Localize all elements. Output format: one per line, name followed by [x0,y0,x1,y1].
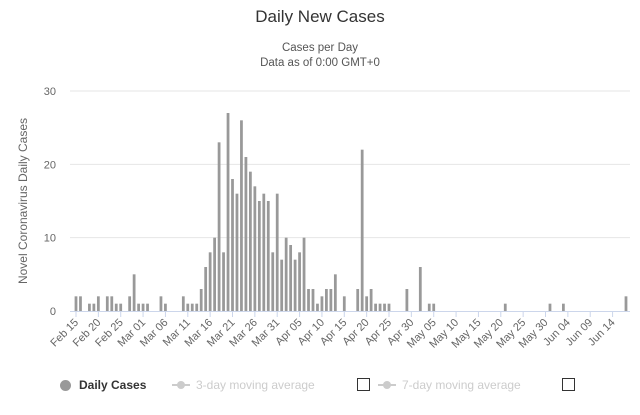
y-axis-ticks: 0 10 20 30 [44,86,56,318]
3-day-average-checkbox[interactable] [357,378,370,391]
circle-marker-icon [60,379,71,391]
bar[interactable] [374,303,377,311]
grid-lines [70,90,630,239]
bar[interactable] [244,157,248,311]
bar[interactable] [141,303,145,311]
bar[interactable] [405,289,409,311]
bar[interactable] [624,296,628,311]
bars [74,113,628,311]
bar[interactable] [316,303,319,311]
legend-label: 7-day moving average [402,378,521,392]
bar[interactable] [208,252,212,311]
bar[interactable] [427,303,431,311]
bar[interactable] [164,303,167,311]
bar[interactable] [329,289,333,311]
chart-subtitle-line-2: Data as of 0:00 GMT+0 [260,57,380,69]
bar[interactable] [204,267,208,311]
line-marker-icon [172,381,190,389]
bar[interactable] [383,303,386,311]
bar[interactable] [293,259,297,311]
bar[interactable] [231,179,234,311]
bar[interactable] [369,289,373,311]
bar[interactable] [226,113,230,311]
bar[interactable] [302,237,306,311]
legend: Daily Cases 3-day moving average 7-day m… [0,376,640,394]
bar[interactable] [119,303,123,311]
bar[interactable] [418,267,422,311]
bar[interactable] [360,149,364,311]
bar[interactable] [217,142,221,311]
bar[interactable] [105,296,109,311]
bar[interactable] [235,193,239,311]
chart-subtitle-line-1: Cases per Day [281,42,359,54]
bar[interactable] [289,245,293,311]
legend-label: 3-day moving average [196,378,315,392]
bar[interactable] [548,303,552,311]
bar[interactable] [128,296,132,311]
legend-item-7-day-average[interactable]: 7-day moving average [378,376,521,394]
bar[interactable] [132,274,136,311]
bar[interactable] [266,201,270,311]
bar[interactable] [311,289,315,311]
bar[interactable] [88,303,91,311]
bar[interactable] [199,289,203,311]
bar[interactable] [356,289,360,311]
bar[interactable] [280,259,284,311]
bar[interactable] [284,237,288,311]
bar[interactable] [365,296,369,311]
y-tick-label: 30 [44,86,56,98]
legend-item-daily-cases[interactable]: Daily Cases [60,376,146,394]
line-marker-icon [378,381,396,389]
bar[interactable] [96,296,100,311]
bar[interactable] [432,303,436,311]
y-tick-label: 20 [44,159,56,171]
bar[interactable] [257,201,261,311]
bar[interactable] [222,252,225,311]
legend-item-3-day-average[interactable]: 3-day moving average [172,376,315,394]
bar[interactable] [240,120,243,311]
bar[interactable] [74,296,78,311]
bar[interactable] [159,296,163,311]
bar[interactable] [181,296,185,311]
bar[interactable] [92,303,96,311]
bar[interactable] [137,303,140,311]
legend-label: Daily Cases [79,378,147,392]
bar[interactable] [79,296,82,311]
y-axis-label: Novel Coronavirus Daily Cases [16,118,30,284]
y-tick-label: 0 [50,306,56,318]
bar[interactable] [114,303,118,311]
y-tick-label: 10 [44,233,56,245]
bar[interactable] [378,303,382,311]
bar[interactable] [275,193,279,311]
bar[interactable] [562,303,565,311]
bar[interactable] [110,296,114,311]
7-day-average-checkbox[interactable] [562,378,575,391]
chart-title: Daily New Cases [255,7,385,26]
bar[interactable] [298,252,301,311]
bar[interactable] [195,303,199,311]
bar[interactable] [325,289,328,311]
bar[interactable] [186,303,190,311]
bar[interactable] [253,186,257,311]
bar[interactable] [342,296,346,311]
bar[interactable] [320,296,324,311]
bar[interactable] [271,252,275,311]
bar[interactable] [503,303,507,311]
bar[interactable] [387,303,391,311]
bar[interactable] [307,289,310,311]
bar[interactable] [146,303,149,311]
bar[interactable] [213,237,216,311]
bar[interactable] [190,303,194,311]
bar[interactable] [262,193,266,311]
bar[interactable] [333,274,337,311]
bar[interactable] [249,171,252,311]
